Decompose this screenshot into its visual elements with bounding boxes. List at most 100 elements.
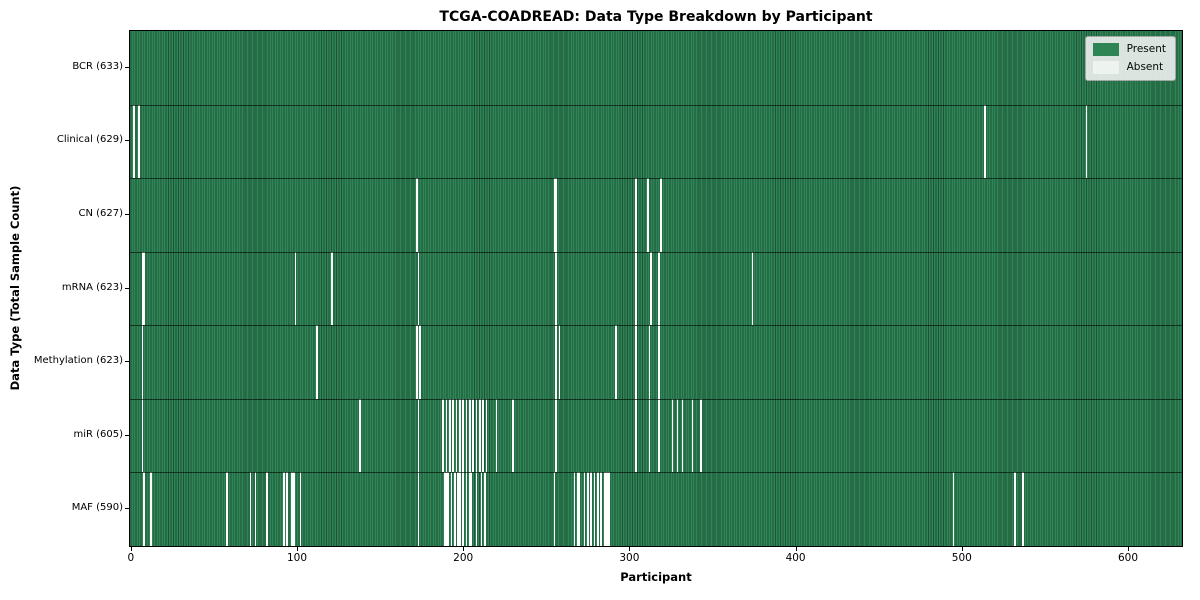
absent-stripe-MAF-94 — [286, 472, 288, 546]
absent-stripe-Methylation-292 — [615, 325, 617, 399]
y-tick-mark — [125, 508, 129, 510]
absent-stripe-MAF-277 — [590, 472, 593, 546]
y-tick-mark — [125, 140, 129, 142]
x-tick-label-300: 300 — [619, 552, 640, 564]
absent-stripe-miR-190 — [445, 398, 448, 473]
x-tick-label-600: 600 — [1117, 552, 1139, 564]
absent-stripe-miR-208 — [475, 398, 478, 473]
absent-stripe-MAF-82 — [266, 472, 268, 546]
absent-stripe-Methylation-172 — [415, 325, 418, 399]
y-tick-mark — [125, 213, 129, 215]
absent-stripe-MAF-285 — [603, 472, 606, 546]
absent-stripe-CN-256 — [555, 178, 558, 252]
absent-stripe-miR-204 — [469, 398, 471, 473]
absent-stripe-MAF-190 — [445, 472, 448, 546]
absent-stripe-Methylation-304 — [635, 325, 637, 399]
absent-stripe-MAF-97 — [291, 472, 293, 546]
absent-stripe-MAF-532 — [1014, 472, 1016, 546]
absent-stripe-miR-173 — [417, 398, 420, 473]
absent-stripe-MAF-255 — [553, 472, 556, 546]
absent-stripe-MAF-205 — [470, 472, 473, 546]
absent-stripe-MAF-189 — [444, 472, 446, 546]
x-tick-label-0: 0 — [127, 552, 135, 564]
absent-stripe-miR-200 — [462, 398, 465, 473]
absent-stripe-MAF-208 — [475, 472, 478, 546]
absent-stripe-MAF-279 — [593, 472, 596, 546]
legend-label-present: Present — [1126, 43, 1166, 55]
absent-stripe-Methylation-312 — [648, 325, 651, 399]
absent-stripe-MAF-281 — [597, 472, 599, 546]
absent-stripe-miR-329 — [676, 398, 679, 473]
absent-stripe-MAF-273 — [583, 472, 586, 546]
absent-swatch-icon — [1092, 61, 1119, 74]
absent-stripe-mRNA-256 — [555, 251, 558, 326]
row-divider — [130, 398, 1182, 400]
row-divider — [130, 251, 1182, 253]
x-tick-label-400: 400 — [785, 552, 806, 564]
absent-stripe-MAF-8 — [143, 472, 145, 546]
absent-stripe-miR-318 — [658, 398, 661, 473]
absent-stripe-MAF-202 — [465, 472, 468, 546]
absent-stripe-Methylation-258 — [558, 325, 561, 399]
chart-title: TCGA-COADREAD: Data Type Breakdown by Pa… — [439, 9, 873, 25]
absent-stripe-MAF-197 — [457, 472, 460, 546]
absent-stripe-MAF-98 — [292, 472, 295, 546]
absent-stripe-CN-319 — [660, 178, 662, 252]
absent-stripe-MAF-267 — [573, 472, 576, 546]
absent-stripe-miR-256 — [555, 398, 558, 473]
absent-stripe-miR-343 — [700, 398, 702, 473]
x-tick-label-500: 500 — [951, 552, 972, 564]
y-tick-mark — [125, 287, 129, 289]
y-tick-label-BCR: BCR (633) — [72, 60, 123, 72]
x-tick-label-200: 200 — [453, 552, 474, 564]
absent-stripe-MAF-537 — [1022, 472, 1025, 546]
x-tick-mark — [1128, 547, 1129, 551]
absent-stripe-miR-192 — [449, 398, 451, 473]
absent-stripe-Methylation-112 — [316, 325, 318, 399]
x-tick-mark — [795, 547, 797, 551]
absent-stripe-MAF-288 — [608, 472, 611, 546]
absent-stripe-MAF-72 — [249, 472, 252, 546]
y-tick-mark — [125, 434, 129, 436]
absent-stripe-miR-220 — [495, 398, 498, 473]
y-tick-label-CN: CN (627) — [78, 207, 123, 219]
absent-stripe-MAF-102 — [299, 472, 302, 546]
plot-area: Present Absent — [129, 30, 1183, 547]
absent-stripe-Clinical-2 — [133, 104, 135, 179]
absent-stripe-MAF-269 — [577, 472, 579, 546]
absent-stripe-miR-138 — [359, 398, 362, 473]
absent-stripe-miR-214 — [485, 398, 488, 473]
legend-entry-present: Present — [1092, 43, 1166, 56]
absent-stripe-mRNA-374 — [751, 251, 754, 326]
absent-stripe-miR-332 — [681, 398, 684, 473]
absent-stripe-MAF-12 — [149, 472, 152, 546]
absent-stripe-miR-304 — [635, 398, 637, 473]
absent-stripe-MAF-195 — [454, 472, 456, 546]
absent-stripe-MAF-200 — [462, 472, 465, 546]
absent-stripe-mRNA-7 — [141, 251, 144, 326]
y-tick-label-MAF: MAF (590) — [71, 502, 123, 514]
legend-entry-absent: Absent — [1092, 61, 1166, 74]
absent-stripe-miR-210 — [479, 398, 481, 473]
x-tick-mark — [297, 547, 298, 551]
absent-stripe-Methylation-174 — [419, 325, 421, 399]
absent-stripe-MAF-211 — [480, 472, 483, 546]
absent-stripe-MAF-58 — [226, 472, 229, 546]
y-tick-label-Methylation: Methylation (623) — [33, 355, 123, 367]
absent-stripe-miR-338 — [691, 398, 694, 473]
absent-stripe-MAF-286 — [605, 472, 607, 546]
y-tick-mark — [125, 66, 129, 68]
absent-stripe-Clinical-5 — [138, 104, 140, 179]
absent-stripe-miR-7 — [141, 398, 144, 473]
y-tick-label-miR: miR (605) — [73, 428, 123, 440]
absent-stripe-MAF-275 — [587, 472, 589, 546]
absent-stripe-mRNA-318 — [658, 251, 661, 326]
absent-stripe-MAF-173 — [417, 472, 420, 546]
x-axis-label: Participant — [620, 570, 692, 584]
absent-stripe-MAF-92 — [282, 472, 285, 546]
x-tick-label-100: 100 — [286, 552, 308, 564]
x-tick-mark — [463, 547, 465, 551]
row-divider — [130, 178, 1182, 180]
absent-stripe-MAF-204 — [469, 472, 471, 546]
